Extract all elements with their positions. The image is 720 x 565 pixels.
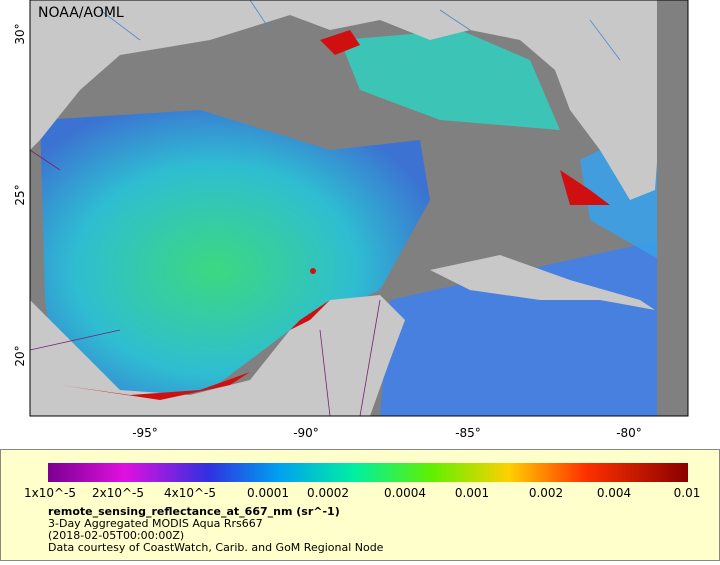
colorbar-label: 1x10^-5 bbox=[24, 486, 76, 500]
lon-label: -90° bbox=[293, 426, 319, 440]
colorbar-label: 0.004 bbox=[597, 486, 631, 500]
lat-label: 30° bbox=[13, 23, 27, 44]
map bbox=[29, 0, 689, 417]
lat-label: 25° bbox=[13, 184, 27, 205]
colorbar bbox=[48, 463, 688, 482]
colorbar-label: 0.001 bbox=[455, 486, 489, 500]
legend-title: remote_sensing_reflectance_at_667_nm (sr… bbox=[48, 505, 340, 518]
legend-line: Data courtesy of CoastWatch, Carib. and … bbox=[48, 541, 384, 554]
lon-label: -95° bbox=[132, 426, 158, 440]
colorbar-label: 0.002 bbox=[529, 486, 563, 500]
map-credit: NOAA/AOML bbox=[38, 5, 124, 21]
legend-line: 3-Day Aggregated MODIS Aqua Rrs667 bbox=[48, 517, 263, 530]
colorbar-label: 0.0002 bbox=[307, 486, 349, 500]
lat-label: 20° bbox=[13, 345, 27, 366]
legend-panel: 1x10^-5 2x10^-5 4x10^-5 0.0001 0.0002 0.0004 0… bbox=[0, 449, 720, 561]
colorbar-label: 0.0001 bbox=[247, 486, 289, 500]
colorbar-label: 2x10^-5 bbox=[92, 486, 144, 500]
colorbar-label: 0.01 bbox=[674, 486, 701, 500]
legend-line: (2018-02-05T00:00:00Z) bbox=[48, 529, 184, 542]
colorbar-label: 4x10^-5 bbox=[164, 486, 216, 500]
colorbar-label: 0.0004 bbox=[384, 486, 426, 500]
lon-label: -85° bbox=[455, 426, 481, 440]
lon-label: -80° bbox=[616, 426, 642, 440]
